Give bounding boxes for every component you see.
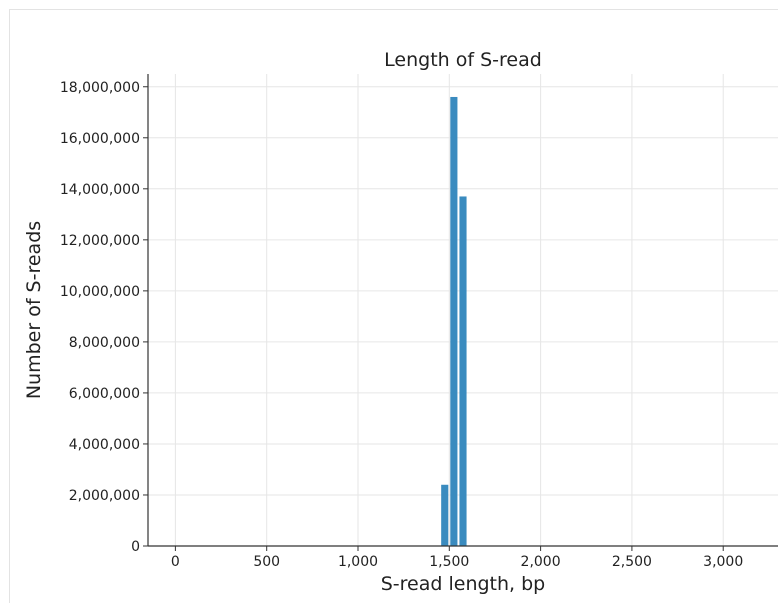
y-tick-label: 16,000,000: [60, 131, 140, 147]
x-tick-label: 3,000: [703, 554, 743, 570]
x-tick-label: 1,500: [429, 554, 469, 570]
y-tick-label: 8,000,000: [69, 335, 140, 351]
x-axis-title: S-read length, bp: [381, 573, 546, 595]
y-tick-label: 18,000,000: [60, 80, 140, 96]
y-tick-label: 14,000,000: [60, 182, 140, 198]
histogram-bar: [441, 484, 449, 546]
y-tick-label: 4,000,000: [69, 437, 140, 453]
y-axis-title: Number of S-reads: [23, 221, 45, 399]
y-tick-label: 12,000,000: [60, 233, 140, 249]
x-tick-label: 1,000: [338, 554, 378, 570]
x-tick-label: 2,000: [521, 554, 561, 570]
chart-title: Length of S-read: [384, 49, 542, 71]
x-tick-label: 500: [253, 554, 280, 570]
y-tick-label: 10,000,000: [60, 284, 140, 300]
ticks: 0 500 1,000 1,500 2,000 2,500 3,000 0 2,000,000 4…: [60, 80, 743, 570]
y-tick-label: 6,000,000: [69, 386, 140, 402]
bars: [441, 96, 467, 547]
x-tick-label: 0: [171, 554, 180, 570]
chart-panel: [9, 9, 778, 603]
x-tick-label: 2,500: [612, 554, 652, 570]
axes: [147, 74, 778, 547]
histogram-bar: [459, 196, 467, 547]
histogram-bar: [450, 96, 458, 547]
y-tick-label: 0: [131, 539, 140, 555]
y-tick-label: 2,000,000: [69, 488, 140, 504]
